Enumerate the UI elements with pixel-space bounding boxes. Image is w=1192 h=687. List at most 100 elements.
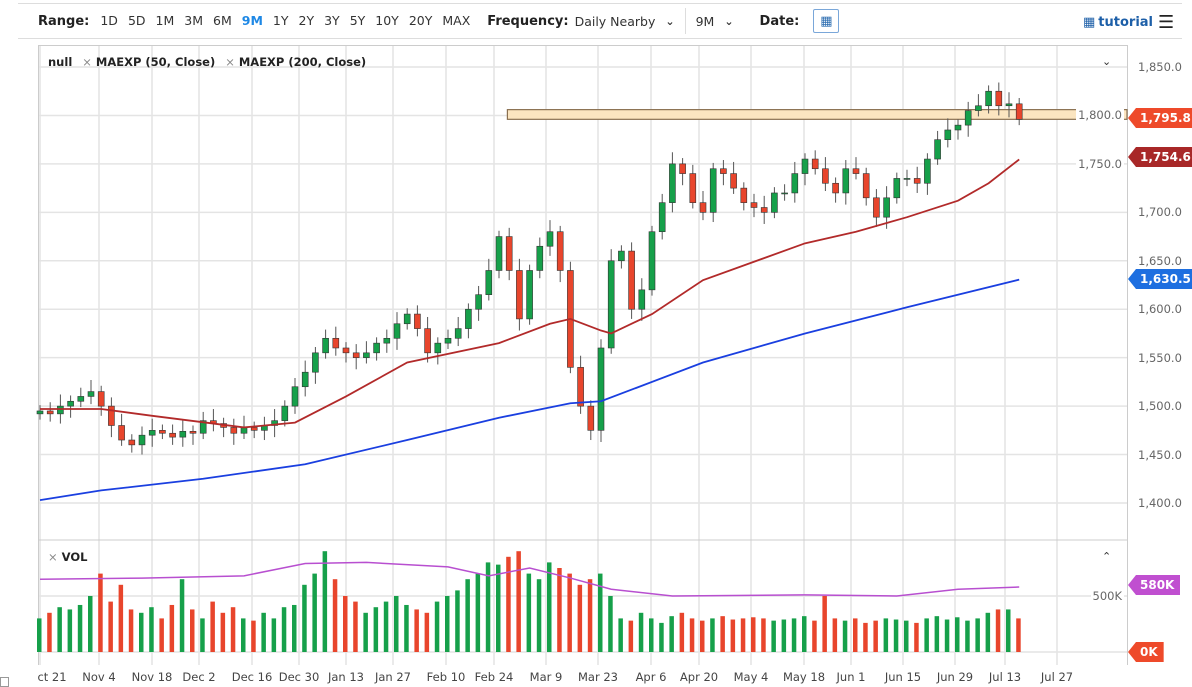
x-tick-label: May 18: [782, 670, 826, 684]
volume-bar: [669, 616, 674, 652]
calendar-icon[interactable]: ▦: [813, 9, 840, 33]
hamburger-menu-icon[interactable]: ☰: [1158, 12, 1175, 33]
volume-bar: [638, 612, 644, 652]
candle-up: [87, 391, 95, 397]
candle-down: [730, 173, 737, 189]
range-3m[interactable]: 3M: [184, 13, 204, 28]
chart-frame: [38, 45, 1128, 665]
volume-bar: [516, 551, 521, 652]
x-tick-label: Apr 6: [635, 670, 667, 684]
volume-bar: [812, 620, 817, 652]
candle-up: [924, 158, 931, 184]
volume-average-line: [39, 561, 1020, 597]
candle-up: [454, 328, 462, 339]
remove-ma50-icon[interactable]: ×: [82, 55, 92, 69]
volume-bar: [230, 607, 236, 652]
candle-up: [669, 163, 676, 203]
toolbar-divider: [18, 38, 1182, 39]
candle-up: [138, 434, 146, 446]
range-6m[interactable]: 6M: [213, 13, 232, 28]
candle-up: [475, 294, 482, 310]
range-max[interactable]: MAX: [442, 13, 471, 28]
candle-up: [903, 178, 911, 180]
last-price-tag: 1,795.8: [1128, 108, 1192, 128]
candle-up: [975, 105, 982, 111]
candle-down: [873, 197, 880, 218]
candle-up: [199, 420, 207, 434]
candle-up: [485, 270, 493, 295]
volume-bar: [292, 604, 297, 652]
divider: [684, 8, 686, 34]
volume-bar: [628, 620, 634, 652]
volume-bar: [832, 618, 838, 652]
volume-bar: [883, 618, 889, 652]
candle-up: [281, 405, 289, 421]
x-tick-label: Jun 29: [936, 670, 974, 684]
vol-last-tag: 0K: [1128, 642, 1164, 662]
range-1d[interactable]: 1D: [100, 13, 118, 28]
volume-bar: [802, 616, 807, 652]
candle-up: [944, 129, 952, 140]
frequency-dropdown[interactable]: Daily Nearby ⌄: [575, 14, 675, 29]
candle-down: [689, 173, 697, 203]
candle-up: [77, 396, 85, 402]
period-dropdown[interactable]: 9M ⌄: [696, 14, 734, 29]
range-10y[interactable]: 10Y: [375, 13, 399, 28]
range-5y[interactable]: 5Y: [349, 13, 366, 28]
volume-bar: [822, 596, 827, 652]
candle-down: [46, 410, 54, 415]
tutorial-link[interactable]: ▦ tutorial: [1083, 15, 1153, 30]
y-tick-label: 1,800.0: [1076, 108, 1124, 123]
volume-bar: [904, 620, 909, 652]
candle-up: [179, 431, 187, 438]
candle-up: [383, 337, 391, 344]
volume-bar: [659, 622, 664, 652]
ma50-value-tag: 1,754.6: [1128, 147, 1192, 167]
range-2y[interactable]: 2Y: [298, 13, 315, 28]
remove-volume-icon[interactable]: ×: [48, 550, 58, 564]
x-tick-label: Feb 10: [426, 670, 466, 684]
volume-bar: [312, 573, 317, 652]
range-1m[interactable]: 1M: [155, 13, 175, 28]
candle-up: [393, 323, 401, 339]
candle-up: [638, 289, 646, 310]
candle-up: [607, 260, 615, 349]
x-tick-label: Jan 13: [327, 670, 365, 684]
candle-up: [658, 202, 666, 233]
candle-down: [862, 173, 870, 199]
volume-bar: [271, 618, 277, 652]
volume-bar: [281, 607, 287, 652]
ma200-value-tag: 1,630.5: [1128, 269, 1192, 289]
y-tick-label: 1,450.0: [1138, 447, 1182, 462]
volume-bar: [781, 619, 787, 652]
volume-bar: [587, 579, 593, 652]
y-tick-label: 1,650.0: [1138, 253, 1182, 268]
volume-bar: [67, 609, 73, 652]
range-1y[interactable]: 1Y: [272, 13, 289, 28]
candle-up: [301, 371, 309, 388]
chevron-up-icon[interactable]: ⌃: [1102, 550, 1112, 563]
legend-ma200: MAEXP (200, Close): [238, 55, 367, 69]
candle-down: [852, 168, 860, 174]
tutorial-label: tutorial: [1098, 15, 1154, 30]
volume-bar: [220, 612, 226, 652]
volume-bar: [332, 579, 338, 652]
candle-down: [995, 90, 1003, 107]
volume-bar: [751, 617, 756, 652]
range-20y[interactable]: 20Y: [408, 13, 433, 28]
candle-up: [271, 420, 278, 426]
candle-up: [312, 352, 319, 373]
remove-ma200-icon[interactable]: ×: [225, 55, 235, 69]
volume-bar: [842, 620, 848, 652]
range-5d[interactable]: 5D: [127, 13, 146, 28]
candle-down: [159, 430, 166, 434]
volume-bar: [924, 618, 929, 652]
x-tick-label: Nov 4: [82, 670, 116, 684]
range-9m[interactable]: 9M: [241, 13, 263, 28]
chevron-down-icon[interactable]: ⌄: [1102, 55, 1112, 68]
range-3y[interactable]: 3Y: [324, 13, 340, 28]
candle-up: [954, 124, 962, 131]
candle-down: [128, 439, 136, 446]
volume-bar: [77, 604, 83, 652]
